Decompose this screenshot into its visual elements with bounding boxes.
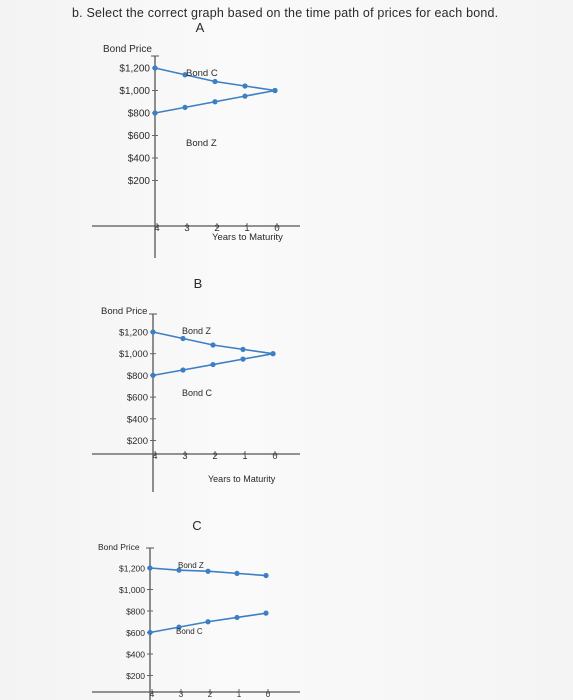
data-point-bond-z <box>152 110 158 116</box>
data-point-bond-z <box>205 568 211 574</box>
data-point-bond-z <box>176 567 182 573</box>
x-tick-label: 2 <box>214 223 219 234</box>
y-tick-label: $800 <box>126 607 145 617</box>
data-point-bond-c <box>212 78 218 85</box>
graph-title-2: C <box>192 518 201 533</box>
data-point-bond-z <box>212 99 218 105</box>
y-tick-label: $600 <box>128 131 151 142</box>
y-tick-label: $1,000 <box>119 349 148 360</box>
y-tick-label: $200 <box>128 176 151 187</box>
x-tick-label: 1 <box>237 690 242 699</box>
data-point-bond-z <box>263 572 269 579</box>
graph-a-svg: A Bond Price $1,200 $1,000 $800 $600 $400 $200 4… <box>92 20 300 258</box>
x-tick-label: 0 <box>274 223 279 234</box>
data-point-bond-z <box>242 93 248 99</box>
y-tick-label: $600 <box>127 393 148 404</box>
x-tick-label: 1 <box>244 223 249 234</box>
x-tick-label: 0 <box>266 690 271 699</box>
data-point-bond-c <box>180 367 186 373</box>
data-point-bond-c <box>270 351 276 357</box>
data-point-bond-z <box>182 104 188 110</box>
graph-c-svg: C Bond Price $1,200 $1,000 $800 $600 $400 $200 4… <box>92 518 300 700</box>
data-point-bond-c <box>152 65 158 71</box>
y-tick-label: $400 <box>128 154 151 165</box>
x-tick-label: 3 <box>184 223 189 234</box>
data-point-bond-c <box>210 361 216 368</box>
data-point-bond-z <box>180 335 186 342</box>
data-point-bond-z <box>272 87 278 94</box>
data-point-bond-c <box>242 83 248 89</box>
x-tick-label: 4 <box>150 690 155 699</box>
y-tick-label: $400 <box>126 650 145 660</box>
y-tick-label: $800 <box>128 109 151 120</box>
series-label-bond-z: Bond Z <box>178 561 204 570</box>
data-point-bond-c <box>147 629 153 636</box>
y-tick-label: $400 <box>127 414 148 425</box>
y-tick-label: $200 <box>126 671 145 681</box>
y-tick-label: $1,000 <box>119 86 150 97</box>
graph-c[interactable]: C Bond Price $1,200 $1,000 $800 $600 $400 $200 4… <box>0 516 573 700</box>
y-tick-label: $600 <box>126 628 145 638</box>
graph-a[interactable]: A Bond Price $1,200 $1,000 $800 $600 $400 $200 4… <box>0 18 573 258</box>
data-point-bond-c <box>176 624 182 630</box>
series-label-bond-c: Bond C <box>182 388 213 398</box>
graph-title-0: A <box>196 20 205 35</box>
y-axis-label: Bond Price <box>101 306 147 317</box>
y-axis-label: Bond Price <box>98 542 140 552</box>
data-point-bond-z <box>234 570 240 576</box>
y-axis-label: Bond Price <box>103 44 152 55</box>
series-label-bond-c: Bond C <box>176 627 203 636</box>
data-point-bond-z <box>147 565 153 571</box>
x-tick-label: 2 <box>208 690 213 699</box>
y-tick-label: $1,200 <box>119 64 150 75</box>
x-axis-label: Years to Maturity <box>208 474 276 484</box>
y-tick-label: $800 <box>127 371 148 382</box>
x-tick-label: 4 <box>154 223 159 234</box>
graph-title-1: B <box>194 276 203 291</box>
y-tick-label: $1,000 <box>119 585 145 595</box>
data-point-bond-z <box>240 346 246 352</box>
series-label-bond-c: Bond C <box>186 68 218 79</box>
data-point-bond-c <box>205 619 211 625</box>
data-point-bond-c <box>182 72 188 78</box>
x-tick-label: 3 <box>179 690 184 699</box>
series-label-bond-z: Bond Z <box>182 326 212 336</box>
data-point-bond-c <box>240 356 246 362</box>
x-axis-label: Years to Maturity <box>212 232 283 243</box>
data-point-bond-c <box>150 372 156 378</box>
y-tick-label: $1,200 <box>119 564 145 574</box>
series-label-bond-z: Bond Z <box>186 138 217 149</box>
question-text: b. Select the correct graph based on the… <box>72 6 499 20</box>
data-point-bond-c <box>263 610 269 616</box>
data-point-bond-c <box>234 614 240 621</box>
data-point-bond-z <box>150 329 156 335</box>
y-tick-label: $1,200 <box>119 328 148 339</box>
y-tick-label: $200 <box>127 436 148 447</box>
data-point-bond-z <box>210 342 216 348</box>
